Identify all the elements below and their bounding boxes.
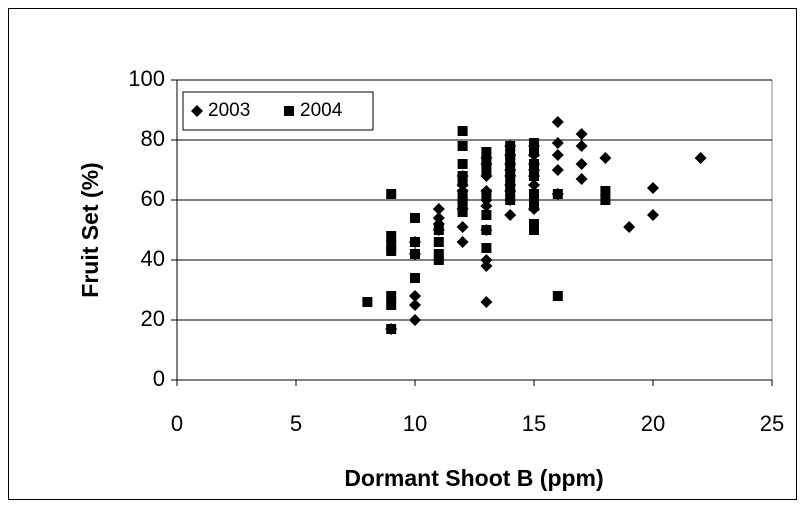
legend-marker	[191, 105, 203, 117]
data-point	[386, 246, 397, 256]
data-point	[481, 225, 492, 235]
data-point	[505, 195, 516, 205]
x-tick-label: 0	[171, 411, 183, 436]
x-tick-label: 15	[522, 411, 546, 436]
data-point	[362, 297, 373, 307]
data-point	[456, 236, 469, 248]
data-point	[552, 189, 563, 199]
data-point	[504, 209, 517, 221]
data-point	[505, 156, 516, 166]
y-axis-title: Fruit Set (%)	[77, 162, 103, 297]
data-point	[575, 173, 588, 185]
data-point	[529, 225, 539, 235]
x-tick-label: 10	[403, 411, 427, 436]
x-tick-label: 20	[641, 411, 665, 436]
data-point	[551, 137, 564, 149]
data-point	[410, 249, 420, 259]
data-point	[600, 195, 611, 205]
data-point	[575, 158, 588, 170]
data-point	[456, 221, 469, 233]
data-point	[551, 116, 564, 128]
data-point	[457, 195, 468, 205]
data-point	[457, 126, 468, 136]
data-point	[575, 140, 588, 152]
data-point	[480, 296, 493, 308]
data-point	[386, 291, 397, 301]
data-point	[480, 254, 493, 266]
data-point	[457, 201, 468, 211]
data-point	[529, 171, 539, 181]
data-point	[647, 209, 659, 221]
data-point	[457, 177, 468, 187]
data-point	[409, 290, 421, 302]
legend-label: 2004	[300, 100, 343, 121]
data-point	[694, 152, 707, 164]
data-point	[481, 165, 492, 175]
data-point	[432, 212, 445, 224]
data-point	[410, 213, 420, 223]
x-axis-title: Dormant Shoot B (ppm)	[344, 465, 603, 491]
data-point	[481, 210, 492, 220]
data-point	[481, 189, 492, 199]
data-point	[457, 207, 468, 217]
data-point	[457, 141, 468, 151]
data-point	[551, 164, 564, 176]
legend-box	[182, 91, 374, 131]
data-point	[457, 171, 468, 181]
data-point	[386, 189, 397, 199]
data-point	[409, 299, 421, 311]
data-point	[505, 150, 516, 160]
x-tick-label: 25	[760, 411, 784, 436]
data-point	[529, 219, 539, 229]
x-tick-label: 5	[290, 411, 302, 436]
data-point	[386, 300, 397, 310]
data-point	[528, 179, 540, 191]
data-point	[575, 128, 588, 140]
data-point	[386, 240, 397, 250]
data-point	[457, 189, 468, 199]
data-point	[529, 189, 539, 199]
data-point	[410, 237, 420, 247]
data-point	[505, 165, 516, 175]
data-point	[505, 141, 516, 151]
legend-marker	[284, 106, 294, 116]
data-point	[529, 201, 539, 211]
data-point	[457, 159, 468, 169]
data-point	[481, 156, 492, 166]
data-point	[552, 291, 563, 301]
data-point	[481, 243, 492, 253]
data-point	[410, 273, 420, 283]
data-point	[505, 186, 516, 196]
data-point	[481, 147, 492, 157]
data-point	[623, 221, 636, 233]
data-point	[433, 249, 444, 259]
y-tick-label: 0	[153, 366, 165, 391]
y-tick-label: 80	[141, 126, 165, 151]
y-tick-label: 20	[141, 306, 165, 331]
y-tick-label: 40	[141, 246, 165, 271]
data-point	[386, 231, 397, 241]
data-point	[433, 225, 444, 235]
data-point	[551, 149, 564, 161]
data-point	[505, 174, 516, 184]
data-point	[529, 138, 539, 148]
data-point	[599, 152, 612, 164]
y-tick-label: 60	[141, 186, 165, 211]
data-point	[433, 255, 444, 265]
y-tick-label: 100	[128, 66, 165, 91]
data-point	[386, 324, 397, 334]
data-point	[529, 147, 539, 157]
data-point	[647, 182, 659, 194]
data-point	[433, 237, 444, 247]
data-point	[529, 159, 539, 169]
legend-label: 2003	[208, 100, 250, 121]
data-point	[600, 186, 611, 196]
data-point	[432, 203, 445, 215]
data-point	[409, 314, 421, 326]
